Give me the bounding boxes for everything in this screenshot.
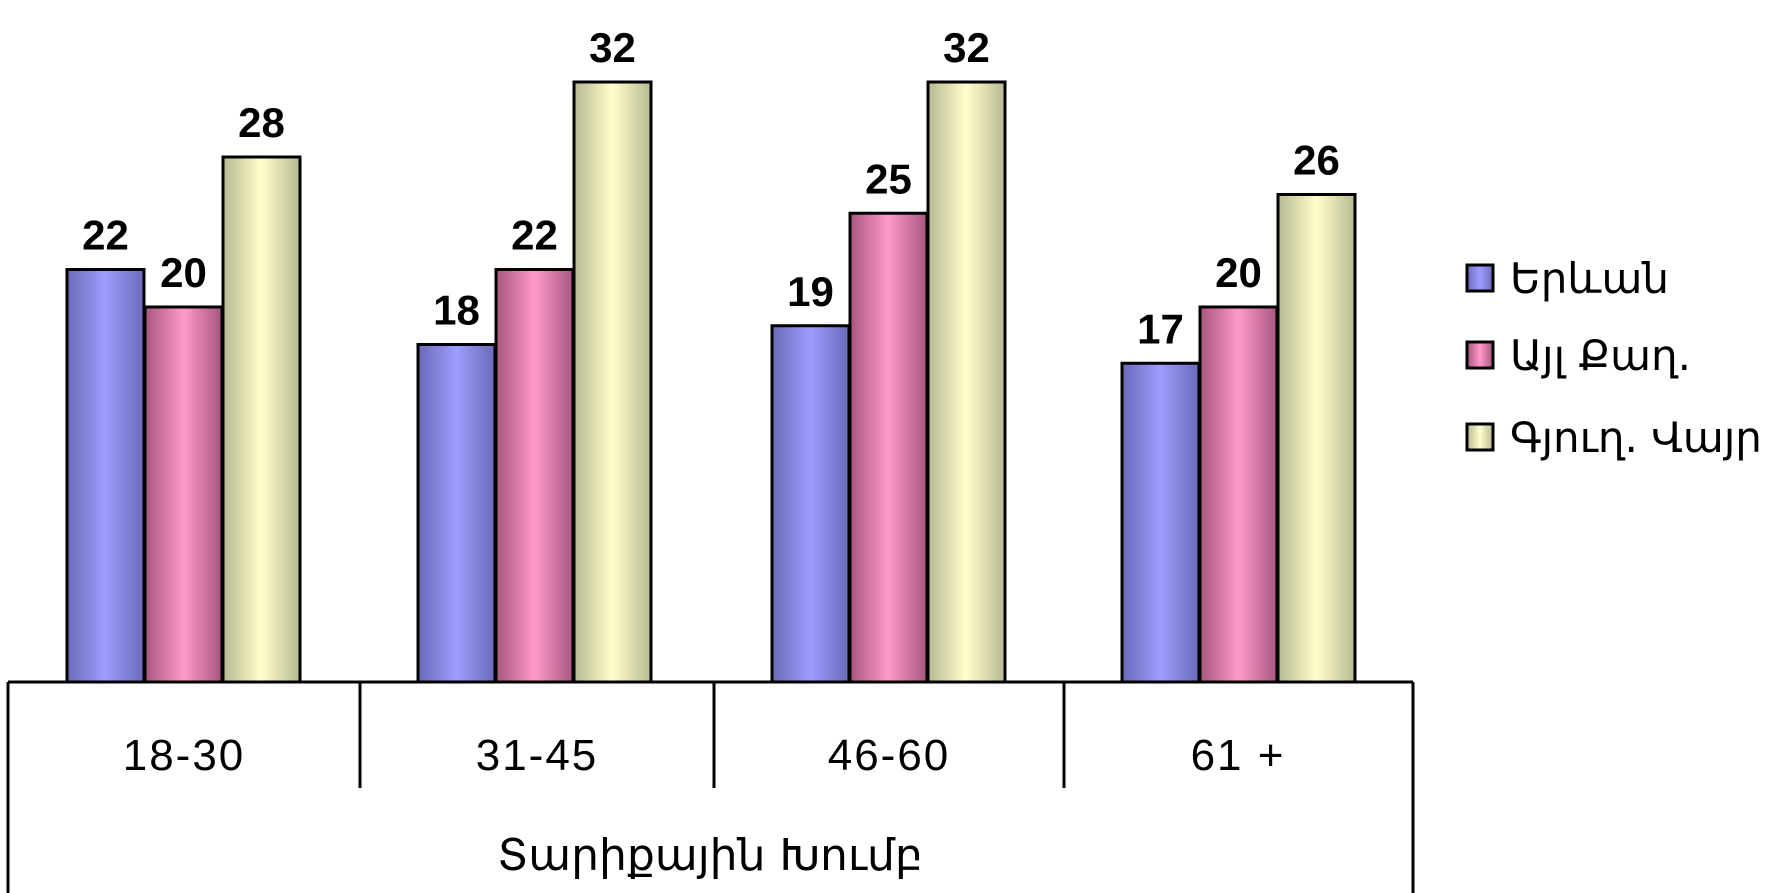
data-label: 18 (433, 287, 480, 334)
bars-layer (65, 80, 1357, 684)
tick-label: 31-45 (476, 731, 599, 780)
bar-3-4 (1276, 193, 1357, 684)
tick-label: 18-30 (123, 731, 246, 780)
data-label: 22 (511, 212, 558, 259)
bar-2-1 (143, 305, 224, 684)
legend-label: Գյուղ. Վայր (1510, 413, 1762, 462)
bar-3-1 (221, 155, 302, 684)
data-label: 32 (589, 24, 636, 71)
legend-item: Գյուղ. Վայր (1465, 413, 1762, 462)
x-axis-title: Տարիքային Խումբ (497, 830, 923, 881)
tick-labels-layer: 18-30 31-45 46-60 61 + (123, 731, 1286, 780)
legend-label: Այլ Քաղ. (1510, 331, 1691, 380)
data-label: 26 (1293, 137, 1340, 184)
data-label: 20 (160, 249, 207, 296)
data-label: 28 (238, 99, 285, 146)
category-axis-table (6, 680, 1415, 893)
bar-3-3 (926, 80, 1007, 684)
data-label: 19 (787, 268, 834, 315)
legend-item: Այլ Քաղ. (1465, 331, 1691, 380)
bar-1-2 (416, 343, 497, 684)
legend: Երևան Այլ Քաղ. Գյուղ. Վայր (1465, 254, 1762, 462)
data-label: 32 (943, 24, 990, 71)
data-labels-layer: 22 20 28 18 22 32 19 25 32 17 20 26 (82, 24, 1340, 352)
bar-1-1 (65, 268, 146, 684)
legend-swatch (1465, 340, 1495, 370)
legend-swatch (1465, 263, 1495, 293)
bar-3-2 (572, 80, 653, 684)
bar-1-4 (1120, 361, 1201, 684)
bar-2-4 (1198, 305, 1279, 684)
data-label: 20 (1215, 249, 1262, 296)
legend-label: Երևան (1510, 254, 1669, 303)
bar-2-3 (848, 211, 929, 684)
data-label: 25 (865, 155, 912, 202)
tick-label: 46-60 (828, 731, 951, 780)
tick-label: 61 + (1191, 731, 1286, 780)
data-label: 17 (1137, 305, 1184, 352)
legend-item: Երևան (1465, 254, 1669, 303)
legend-swatch (1465, 422, 1495, 452)
bar-1-3 (770, 324, 851, 684)
bar-2-2 (494, 268, 575, 684)
data-label: 22 (82, 212, 129, 259)
